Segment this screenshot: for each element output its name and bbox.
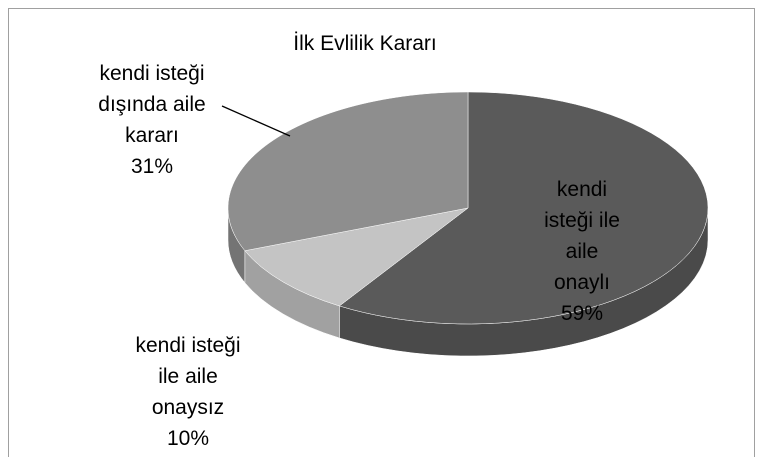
data-label: kendi isteği ile aile onaylı 59% xyxy=(537,174,627,329)
data-label: kendi isteği ile aile onaysız 10% xyxy=(132,330,244,454)
leader-line xyxy=(221,105,291,137)
pie-slice xyxy=(227,91,469,251)
data-label: kendi isteği dışında aile kararı 31% xyxy=(96,58,208,182)
pie xyxy=(227,91,709,357)
value-label: 59% xyxy=(560,302,604,325)
value-label: 10% xyxy=(166,427,210,450)
category-label: kendi isteği ile aile onaylı xyxy=(544,178,620,294)
frame xyxy=(8,8,755,457)
pie-slice xyxy=(244,207,469,307)
value-label: 31% xyxy=(130,155,174,178)
category-label: kendi isteği ile aile onaysız xyxy=(135,334,241,419)
chart-title: İlk Evlilik Kararı xyxy=(293,32,437,55)
category-label: kendi isteği dışında aile kararı xyxy=(98,62,206,147)
pie-slice xyxy=(338,91,709,325)
